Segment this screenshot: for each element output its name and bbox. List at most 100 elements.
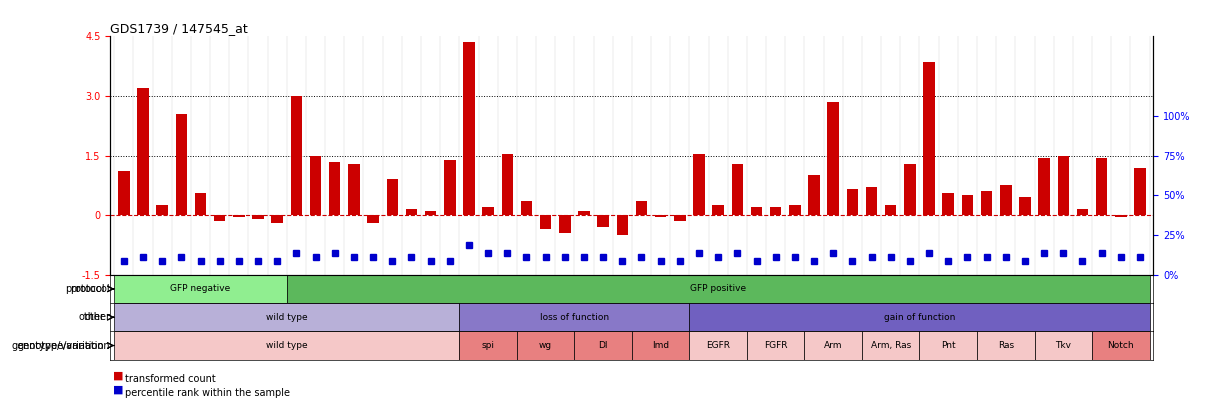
Text: wild type: wild type bbox=[266, 341, 308, 350]
Text: genotype/variation: genotype/variation bbox=[12, 341, 104, 350]
Text: GFP positive: GFP positive bbox=[690, 284, 746, 293]
Text: wild type: wild type bbox=[266, 313, 308, 322]
FancyBboxPatch shape bbox=[632, 331, 690, 360]
Text: protocol: protocol bbox=[65, 284, 104, 294]
Bar bbox=[482, 207, 493, 215]
FancyBboxPatch shape bbox=[919, 331, 977, 360]
Bar bbox=[560, 215, 571, 233]
Bar bbox=[751, 207, 762, 215]
Bar bbox=[1076, 209, 1088, 215]
Text: Notch: Notch bbox=[1108, 341, 1134, 350]
FancyBboxPatch shape bbox=[977, 331, 1034, 360]
Text: FGFR: FGFR bbox=[764, 341, 788, 350]
Text: EGFR: EGFR bbox=[707, 341, 730, 350]
Text: transformed count: transformed count bbox=[125, 374, 216, 384]
Bar bbox=[1038, 158, 1050, 215]
Bar bbox=[847, 190, 858, 215]
Bar bbox=[923, 62, 935, 215]
Bar bbox=[137, 88, 148, 215]
Bar bbox=[348, 164, 360, 215]
Text: percentile rank within the sample: percentile rank within the sample bbox=[125, 388, 290, 398]
Text: GFP negative: GFP negative bbox=[171, 284, 231, 293]
Text: other: other bbox=[83, 312, 110, 322]
Bar bbox=[520, 201, 533, 215]
Text: Imd: Imd bbox=[652, 341, 669, 350]
Bar bbox=[253, 215, 264, 219]
Bar bbox=[502, 153, 513, 215]
FancyBboxPatch shape bbox=[574, 331, 632, 360]
Bar bbox=[904, 164, 915, 215]
Text: GDS1739 / 147545_at: GDS1739 / 147545_at bbox=[110, 22, 248, 35]
FancyBboxPatch shape bbox=[690, 331, 747, 360]
Bar bbox=[674, 215, 686, 221]
FancyBboxPatch shape bbox=[287, 275, 1150, 303]
Bar bbox=[827, 102, 839, 215]
Bar bbox=[1134, 168, 1146, 215]
Bar bbox=[367, 215, 379, 223]
Text: loss of function: loss of function bbox=[540, 313, 609, 322]
Text: ■: ■ bbox=[113, 385, 124, 395]
Bar bbox=[809, 175, 820, 215]
Bar bbox=[271, 215, 283, 223]
FancyBboxPatch shape bbox=[459, 303, 690, 331]
FancyBboxPatch shape bbox=[517, 331, 574, 360]
Text: Tkv: Tkv bbox=[1055, 341, 1071, 350]
Bar bbox=[789, 205, 800, 215]
FancyBboxPatch shape bbox=[690, 303, 1150, 331]
Bar bbox=[598, 215, 609, 227]
Bar bbox=[175, 114, 187, 215]
Bar bbox=[387, 179, 398, 215]
Text: genotype/variation: genotype/variation bbox=[17, 341, 110, 350]
FancyBboxPatch shape bbox=[1092, 331, 1150, 360]
Bar bbox=[616, 215, 628, 235]
Text: ■: ■ bbox=[113, 371, 124, 381]
Text: Arm, Ras: Arm, Ras bbox=[871, 341, 910, 350]
Bar bbox=[425, 211, 437, 215]
Bar bbox=[713, 205, 724, 215]
Bar bbox=[444, 160, 455, 215]
Bar bbox=[291, 96, 302, 215]
Bar bbox=[233, 215, 244, 217]
Text: Ras: Ras bbox=[998, 341, 1014, 350]
Bar bbox=[1115, 215, 1126, 217]
Text: Dl: Dl bbox=[599, 341, 607, 350]
FancyBboxPatch shape bbox=[114, 331, 459, 360]
Bar bbox=[1000, 185, 1011, 215]
Text: Arm: Arm bbox=[825, 341, 843, 350]
Bar bbox=[156, 205, 168, 215]
Text: spi: spi bbox=[482, 341, 494, 350]
Bar bbox=[885, 205, 897, 215]
Bar bbox=[942, 193, 953, 215]
Text: gain of function: gain of function bbox=[883, 313, 955, 322]
FancyBboxPatch shape bbox=[459, 331, 517, 360]
Bar bbox=[406, 209, 417, 215]
Text: other: other bbox=[79, 312, 104, 322]
Text: protocol: protocol bbox=[70, 284, 110, 294]
FancyBboxPatch shape bbox=[805, 331, 861, 360]
FancyBboxPatch shape bbox=[1034, 331, 1092, 360]
Bar bbox=[463, 43, 475, 215]
Bar bbox=[866, 188, 877, 215]
Bar bbox=[636, 201, 647, 215]
FancyBboxPatch shape bbox=[861, 331, 919, 360]
Bar bbox=[578, 211, 590, 215]
Text: Pnt: Pnt bbox=[941, 341, 956, 350]
Bar bbox=[540, 215, 551, 229]
Bar bbox=[213, 215, 226, 221]
Bar bbox=[329, 162, 340, 215]
FancyBboxPatch shape bbox=[114, 303, 459, 331]
Bar bbox=[118, 171, 130, 215]
Bar bbox=[769, 207, 782, 215]
Bar bbox=[693, 153, 704, 215]
FancyBboxPatch shape bbox=[114, 275, 287, 303]
Bar bbox=[309, 156, 321, 215]
FancyBboxPatch shape bbox=[747, 331, 805, 360]
Bar bbox=[1096, 158, 1107, 215]
Bar bbox=[731, 164, 744, 215]
Bar bbox=[195, 193, 206, 215]
Text: wg: wg bbox=[539, 341, 552, 350]
Bar bbox=[980, 191, 993, 215]
Bar bbox=[962, 195, 973, 215]
Bar bbox=[1058, 156, 1069, 215]
Bar bbox=[1020, 197, 1031, 215]
